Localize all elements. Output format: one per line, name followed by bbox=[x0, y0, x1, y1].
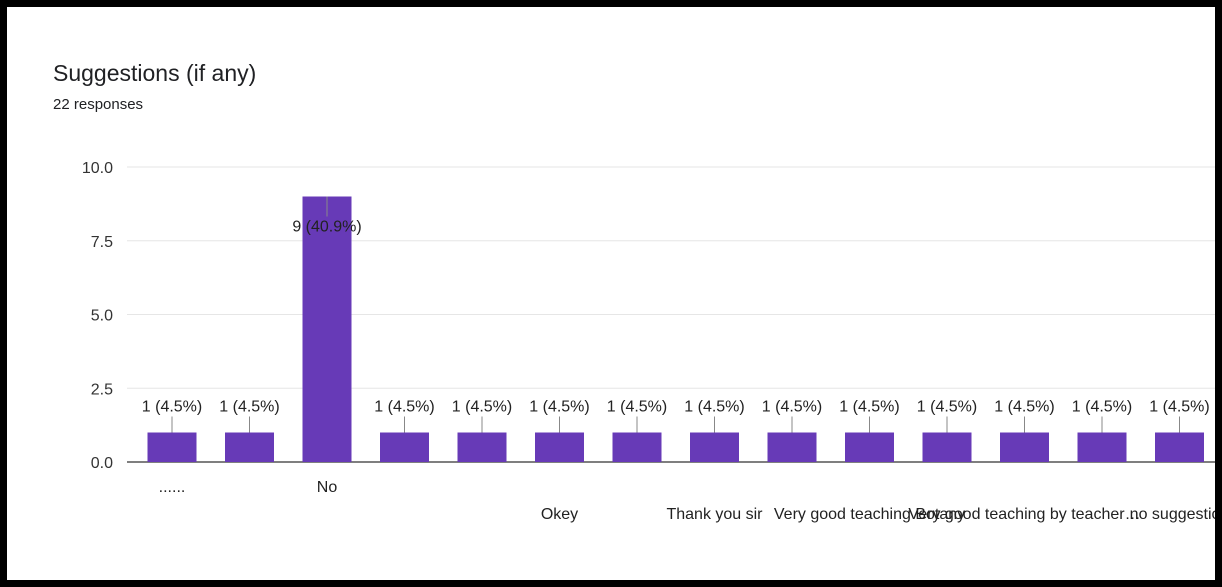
category-label: Okey bbox=[541, 506, 578, 523]
data-label: 1 (4.5%) bbox=[1149, 399, 1209, 416]
chart-card: Suggestions (if any) 22 responses 0.0 2.5… bbox=[7, 7, 1215, 580]
bar bbox=[767, 432, 817, 462]
y-tick-label: 7.5 bbox=[91, 234, 113, 251]
category-label: Very good teaching by teacher… bbox=[908, 506, 1140, 523]
bar bbox=[690, 432, 739, 462]
bar bbox=[922, 432, 972, 462]
y-tick-label: 10.0 bbox=[82, 160, 113, 177]
data-label: 1 (4.5%) bbox=[529, 399, 589, 416]
bar bbox=[1000, 432, 1049, 462]
bar bbox=[302, 196, 352, 462]
bar bbox=[380, 432, 429, 462]
data-label: 1 (4.5%) bbox=[607, 399, 667, 416]
data-label: 1 (4.5%) bbox=[994, 399, 1054, 416]
bar bbox=[147, 432, 197, 462]
y-tick-label: 2.5 bbox=[91, 381, 113, 398]
category-label: ...... bbox=[159, 479, 186, 496]
category-label: No bbox=[317, 479, 338, 496]
bar bbox=[845, 432, 894, 462]
category-label: Thank you sir bbox=[666, 506, 763, 523]
bar bbox=[612, 432, 662, 462]
bar bbox=[1155, 432, 1204, 462]
bar bbox=[535, 432, 584, 462]
data-label: 1 (4.5%) bbox=[839, 399, 899, 416]
y-tick-label: 5.0 bbox=[91, 308, 113, 325]
response-count: 22 responses bbox=[53, 96, 144, 113]
data-label: 1 (4.5%) bbox=[142, 399, 202, 416]
data-label: 1 (4.5%) bbox=[219, 399, 279, 416]
data-label: 1 (4.5%) bbox=[1072, 399, 1132, 416]
bar bbox=[1077, 432, 1127, 462]
bar bbox=[225, 432, 274, 462]
category-label: no suggestion bbox=[1130, 506, 1215, 523]
data-label: 1 (4.5%) bbox=[374, 399, 434, 416]
bar-chart: 0.0 2.5 5.0 7.5 10.0 1 (4.5%) 1 (4.5%) 9 (40.9%… bbox=[82, 160, 1215, 523]
chart-title: Suggestions (if any) bbox=[53, 60, 257, 86]
data-label: 1 (4.5%) bbox=[452, 399, 512, 416]
bar bbox=[457, 432, 507, 462]
data-label: 1 (4.5%) bbox=[684, 399, 744, 416]
y-tick-label: 0.0 bbox=[91, 455, 113, 472]
category-label: Very good teaching Botany bbox=[774, 506, 965, 523]
data-label: 9 (40.9%) bbox=[292, 219, 361, 236]
data-label: 1 (4.5%) bbox=[917, 399, 977, 416]
data-label: 1 (4.5%) bbox=[762, 399, 822, 416]
